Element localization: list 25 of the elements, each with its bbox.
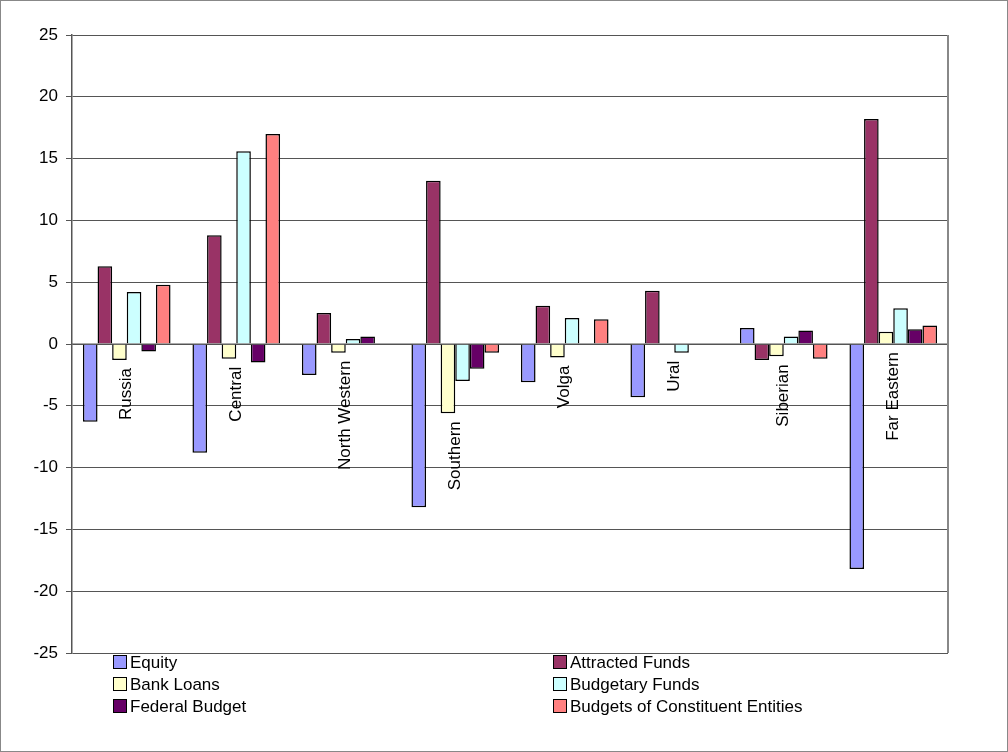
y-tick-label: -25	[33, 642, 58, 662]
y-tick-label: 25	[39, 24, 58, 44]
legend-label: Federal Budget	[130, 697, 247, 716]
y-tick-label: -15	[33, 519, 58, 539]
x-tick-label: Volga	[554, 365, 574, 409]
legend-label: Budgetary Funds	[570, 675, 700, 694]
y-tick-label: 10	[39, 210, 58, 230]
y-tick-label: 0	[48, 333, 58, 353]
legend-label: Bank Loans	[130, 675, 220, 694]
x-tick-label: Russia	[116, 367, 136, 421]
x-tick-label: North Western	[335, 360, 355, 470]
y-tick-label: 20	[39, 86, 58, 106]
x-tick-label: Siberian	[773, 364, 793, 427]
legend-label: Attracted Funds	[570, 653, 691, 672]
y-tick-label: -20	[33, 580, 58, 600]
legend-label: Equity	[130, 653, 178, 672]
y-tick-label: -5	[42, 395, 58, 415]
y-tick-label: 5	[48, 271, 58, 291]
x-tick-label: Ural	[663, 360, 683, 392]
x-tick-label: Southern	[444, 421, 464, 491]
legend-label: Budgets of Constituent Entities	[570, 697, 803, 716]
y-tick-label: 15	[39, 148, 58, 168]
x-tick-label: Far Eastern	[882, 352, 902, 441]
x-tick-label: Central	[225, 366, 245, 422]
y-tick-label: -10	[33, 457, 58, 477]
